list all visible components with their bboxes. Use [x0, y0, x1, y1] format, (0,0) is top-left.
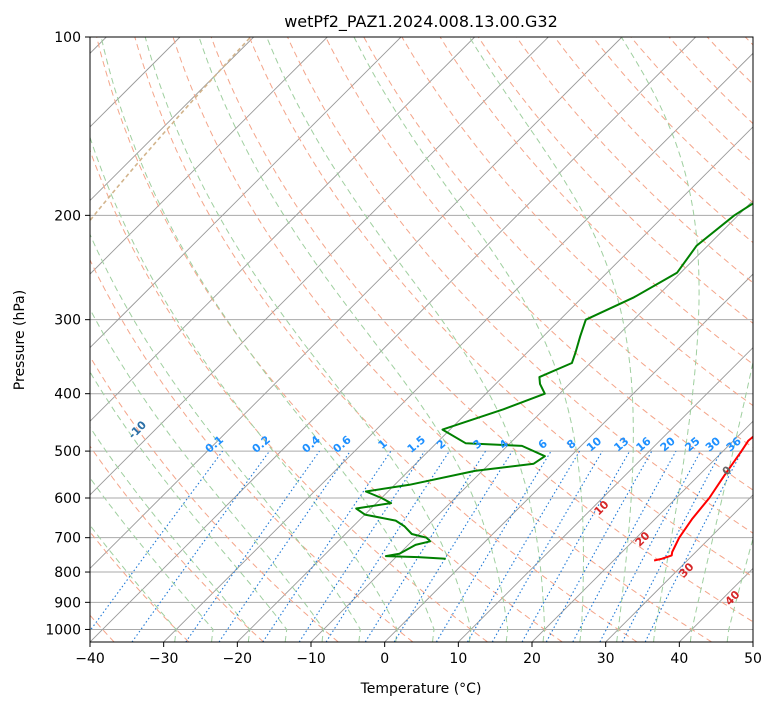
dry-adiabat-line [134, 37, 638, 642]
y-tick-label: 1000 [45, 622, 81, 638]
isotherm-line [384, 273, 753, 642]
moist-adiabat-line [266, 37, 546, 642]
isotherm-line [90, 37, 475, 422]
temperature-profile-line [653, 435, 753, 562]
plot-frame [89, 36, 754, 643]
mixing-ratio-line [545, 450, 653, 642]
y-tick-label: 400 [54, 387, 81, 403]
isotherm-line [163, 52, 753, 642]
mixing-ratio-line [393, 450, 513, 642]
moist-adiabat-line [726, 536, 753, 642]
isotherm-line [531, 420, 753, 642]
plot-area [90, 37, 753, 642]
dry-adiabat-line [515, 37, 753, 284]
dry-adiabat-line [96, 37, 563, 642]
moist-adiabat-line [90, 308, 325, 642]
mixing-ratio-line [435, 450, 552, 642]
moist-adiabat-line [90, 370, 288, 642]
moist-adiabat-line [353, 37, 584, 642]
y-tick-label: 200 [54, 208, 81, 224]
moist-adiabat-line [90, 135, 398, 642]
profile-lines [355, 202, 753, 562]
x-tick-label: 0 [380, 651, 389, 667]
dry-adiabat-line [248, 37, 753, 578]
x-tick-label: 30 [597, 651, 615, 667]
y-tick-label: 500 [54, 444, 81, 460]
chart-title: wetPf2_PAZ1.2024.008.13.00.G32 [284, 12, 558, 32]
moist-adiabat-line [100, 37, 435, 642]
y-tick-label: 900 [54, 595, 81, 611]
mixing-ratio-line [621, 450, 722, 642]
x-tick-label: −10 [296, 651, 326, 667]
isotherm-line [752, 641, 753, 642]
isotherm-line [90, 37, 328, 275]
isotherm-line [90, 37, 623, 570]
dry-adiabat-line [287, 37, 753, 534]
x-tick-label: 40 [670, 651, 688, 667]
mixing-ratio-line [364, 450, 487, 642]
dry-adiabat-line [325, 37, 753, 491]
x-axis-ticks: −40 −30 −20 −10 0 10 20 30 40 50 [75, 642, 762, 667]
mixing-ratio-line [467, 450, 581, 642]
background-lines [90, 37, 753, 642]
dry-adiabat-line [210, 37, 753, 623]
y-axis-ticks: 100 200 300 400 500 600 700 800 900 1000 [45, 30, 90, 638]
x-tick-label: −20 [223, 651, 253, 667]
moist-adiabat-line [90, 233, 361, 642]
y-tick-label: 800 [54, 565, 81, 581]
dry-adiabat-line [90, 445, 264, 642]
isotherm-line [237, 126, 753, 642]
dry-adiabat-line [172, 37, 712, 642]
y-tick-label: 100 [54, 30, 81, 46]
dry-adiabat-line [90, 355, 339, 642]
isotherm-line [90, 37, 254, 202]
x-tick-label: −30 [149, 651, 179, 667]
moist-adiabat-line [689, 360, 753, 642]
x-axis-label: Temperature (°C) [360, 681, 482, 697]
mixing-ratio-line [599, 450, 702, 642]
mixing-ratio-line [644, 450, 743, 642]
x-tick-label: −40 [75, 651, 105, 667]
isotherm-line [90, 37, 549, 496]
moist-adiabat-line [198, 37, 509, 642]
x-tick-label: 10 [449, 651, 467, 667]
mixing-ratio-line [185, 450, 320, 642]
y-tick-label: 600 [54, 491, 81, 507]
dewpoint-profile-line [355, 202, 753, 560]
x-tick-label: 50 [744, 651, 762, 667]
moist-adiabat-line [90, 524, 177, 642]
dry-adiabat-line [90, 258, 414, 642]
isotherm-line [458, 347, 753, 642]
mixing-ratio-line [491, 450, 603, 642]
y-tick-label: 300 [54, 313, 81, 329]
mixing-ratio-line [325, 450, 450, 642]
isotherm-line [90, 37, 696, 642]
mixing-ratio-line [90, 450, 224, 632]
mixing-ratio-line [298, 450, 426, 642]
isotherm-line [605, 494, 753, 642]
moist-adiabat-line [144, 37, 472, 642]
mixing-ratio-line [218, 450, 351, 642]
y-tick-label: 700 [54, 531, 81, 547]
x-tick-label: 20 [523, 651, 541, 667]
y-axis-label: Pressure (hPa) [12, 290, 28, 390]
isotherm-line [90, 37, 402, 349]
moist-adiabat-line [620, 37, 700, 642]
